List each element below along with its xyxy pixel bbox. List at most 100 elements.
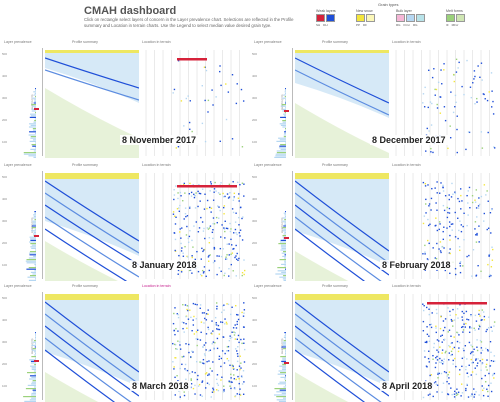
terrain-cell[interactable] (475, 241, 478, 243)
terrain-cell[interactable] (196, 329, 199, 331)
terrain-cell[interactable] (217, 324, 220, 327)
terrain-cell[interactable] (227, 91, 230, 93)
terrain-cell[interactable] (227, 197, 230, 199)
terrain-cell[interactable] (441, 352, 443, 354)
terrain-cell[interactable] (238, 232, 241, 234)
terrain-cell[interactable] (444, 318, 447, 320)
prevalence-bar[interactable] (282, 97, 286, 99)
terrain-cell[interactable] (429, 101, 432, 103)
terrain-cell[interactable] (490, 232, 492, 234)
terrain-cell[interactable] (219, 140, 221, 143)
terrain-cell[interactable] (469, 207, 471, 209)
terrain-cell[interactable] (181, 363, 183, 366)
terrain-cell[interactable] (483, 319, 486, 321)
terrain-cell[interactable] (223, 390, 225, 392)
terrain-cell[interactable] (174, 333, 176, 336)
prevalence-bar[interactable] (29, 123, 36, 125)
terrain-cell[interactable] (212, 389, 215, 391)
prevalence-bar[interactable] (276, 140, 286, 142)
terrain-cell[interactable] (212, 261, 215, 264)
terrain-cell[interactable] (441, 363, 444, 365)
terrain-cell[interactable] (442, 190, 445, 192)
prevalence-bar[interactable] (283, 228, 286, 230)
terrain-cell[interactable] (194, 384, 196, 387)
prevalence-bar[interactable] (283, 225, 286, 227)
terrain-cell[interactable] (446, 227, 448, 229)
terrain-cell[interactable] (182, 252, 184, 254)
terrain-cell[interactable] (444, 351, 447, 354)
prevalence-bar[interactable] (285, 107, 286, 109)
terrain-cell[interactable] (444, 269, 446, 272)
terrain-cell[interactable] (435, 257, 438, 260)
terrain-cell[interactable] (459, 188, 462, 190)
terrain-cell[interactable] (193, 333, 196, 335)
terrain-cell[interactable] (218, 328, 221, 331)
terrain-cell[interactable] (481, 147, 484, 149)
terrain-cell[interactable] (187, 95, 189, 97)
prevalence-bar[interactable] (34, 120, 36, 122)
prevalence-bar[interactable] (30, 115, 36, 117)
terrain-cell[interactable] (188, 269, 191, 272)
terrain-cell[interactable] (242, 326, 245, 328)
prevalence-bar[interactable] (283, 340, 286, 342)
terrain-cell[interactable] (430, 124, 433, 126)
terrain-cell[interactable] (465, 322, 467, 325)
terrain-cell[interactable] (230, 381, 232, 383)
terrain-cell[interactable] (461, 310, 463, 313)
terrain-cell[interactable] (449, 239, 451, 241)
location-in-terrain-chart[interactable] (392, 48, 496, 158)
terrain-cell[interactable] (203, 248, 206, 251)
terrain-cell[interactable] (214, 341, 216, 344)
terrain-cell[interactable] (462, 331, 464, 333)
terrain-cell[interactable] (184, 363, 187, 366)
prevalence-bar[interactable] (35, 278, 36, 280)
prevalence-bar[interactable] (279, 259, 286, 261)
terrain-cell[interactable] (202, 346, 204, 348)
terrain-cell[interactable] (463, 212, 465, 215)
terrain-cell[interactable] (183, 322, 185, 324)
terrain-cell[interactable] (240, 362, 242, 364)
terrain-cell[interactable] (205, 69, 208, 72)
terrain-cell[interactable] (448, 212, 451, 214)
terrain-cell[interactable] (187, 256, 189, 258)
terrain-cell[interactable] (464, 326, 467, 328)
terrain-cell[interactable] (240, 88, 243, 91)
terrain-cell[interactable] (475, 391, 477, 393)
prevalence-bar[interactable] (282, 235, 286, 237)
terrain-cell[interactable] (192, 302, 195, 305)
terrain-cell[interactable] (449, 225, 451, 228)
prevalence-bar[interactable] (28, 257, 36, 259)
terrain-cell[interactable] (480, 195, 483, 198)
terrain-cell[interactable] (440, 361, 443, 364)
terrain-cell[interactable] (173, 194, 176, 196)
terrain-cell[interactable] (193, 196, 196, 199)
terrain-cell[interactable] (449, 125, 451, 127)
terrain-cell[interactable] (203, 249, 205, 251)
prevalence-bar[interactable] (283, 275, 286, 277)
terrain-cell[interactable] (467, 375, 470, 378)
prevalence-bar[interactable] (32, 105, 36, 107)
prevalence-bar[interactable] (283, 113, 286, 115)
terrain-cell[interactable] (232, 248, 234, 250)
terrain-cell[interactable] (460, 230, 463, 233)
terrain-cell[interactable] (424, 253, 426, 255)
terrain-cell[interactable] (436, 192, 438, 194)
terrain-cell[interactable] (483, 387, 485, 389)
terrain-cell[interactable] (236, 313, 238, 316)
terrain-cell[interactable] (480, 62, 483, 64)
prevalence-bar[interactable] (34, 132, 36, 134)
prevalence-bar[interactable] (31, 368, 36, 370)
terrain-cell[interactable] (227, 359, 230, 362)
terrain-cell[interactable] (490, 266, 493, 268)
prevalence-bar[interactable] (285, 118, 286, 120)
terrain-cell[interactable] (484, 381, 487, 383)
terrain-cell[interactable] (177, 330, 179, 332)
profile-summary-chart[interactable] (295, 171, 389, 281)
terrain-cell[interactable] (235, 255, 237, 257)
terrain-cell[interactable] (179, 341, 181, 343)
prevalence-bar[interactable] (30, 148, 36, 150)
terrain-cell[interactable] (428, 205, 430, 207)
terrain-cell[interactable] (448, 352, 451, 354)
prevalence-bar[interactable] (284, 131, 286, 133)
terrain-cell[interactable] (435, 308, 438, 311)
